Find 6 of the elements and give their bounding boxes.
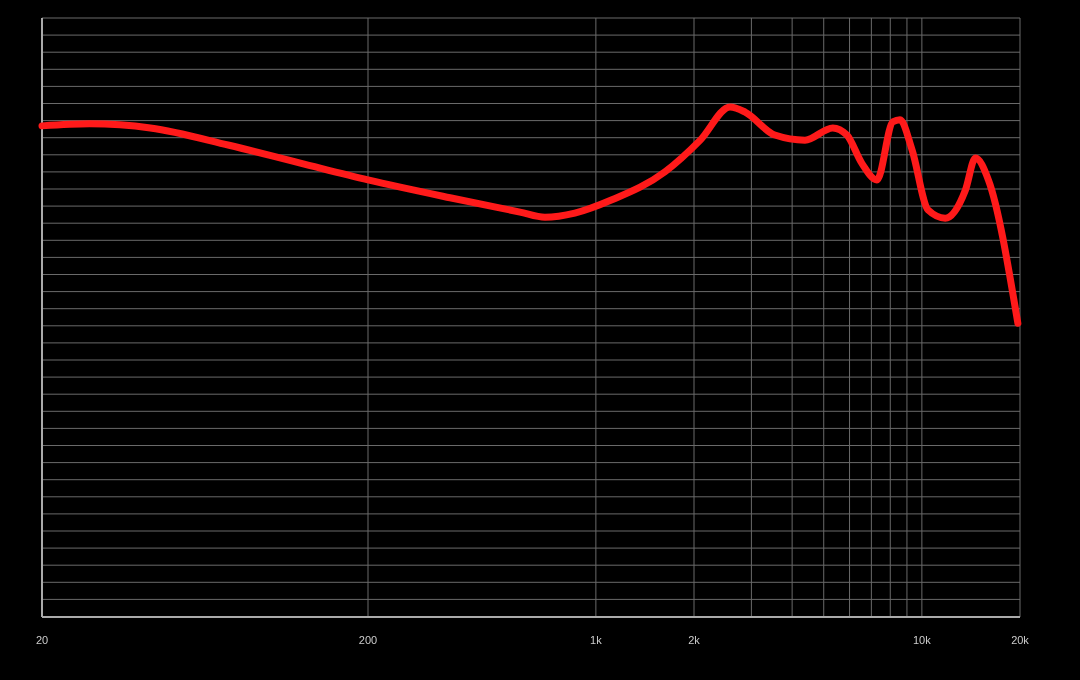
x-tick-label: 2k [688, 634, 701, 646]
x-tick-label: 10k [912, 634, 932, 646]
x-tick-label: 1k [590, 634, 603, 646]
x-tick-label: 200 [358, 634, 378, 646]
x-tick-label: 20k [1011, 634, 1030, 646]
x-tick-label: 20 [35, 634, 49, 646]
